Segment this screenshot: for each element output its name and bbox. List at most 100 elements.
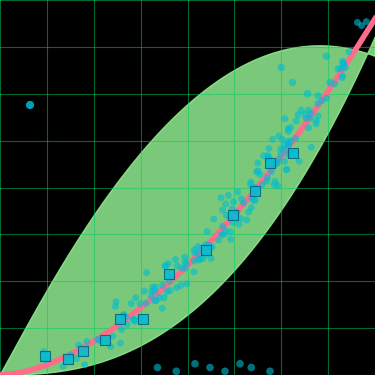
Point: [281, 147, 287, 153]
Point: [248, 205, 254, 211]
Point: [159, 305, 165, 311]
Polygon shape: [0, 38, 375, 375]
Point: [342, 64, 348, 70]
Point: [278, 64, 284, 70]
Point: [130, 316, 136, 322]
Point: [27, 102, 33, 108]
Point: [293, 118, 299, 124]
Point: [285, 126, 291, 132]
Point: [275, 183, 281, 189]
Point: [315, 100, 321, 106]
Point: [174, 285, 180, 291]
Point: [226, 214, 232, 220]
Point: [120, 312, 126, 318]
Point: [191, 269, 197, 275]
Point: [265, 156, 271, 162]
Point: [220, 207, 226, 213]
Point: [229, 206, 235, 212]
Point: [123, 314, 129, 320]
Point: [270, 136, 276, 142]
Point: [279, 136, 285, 142]
Point: [156, 294, 162, 300]
Point: [108, 344, 114, 350]
Point: [143, 300, 149, 306]
Point: [165, 261, 171, 267]
Point: [248, 179, 254, 185]
Point: [161, 295, 167, 301]
Point: [198, 245, 204, 251]
Point: [292, 149, 298, 155]
Point: [131, 317, 137, 323]
Point: [296, 158, 302, 164]
Point: [252, 184, 258, 190]
Point: [251, 197, 257, 203]
Point: [308, 144, 314, 150]
Point: [228, 236, 234, 242]
Point: [192, 250, 198, 256]
Point: [84, 339, 90, 345]
Point: [335, 66, 341, 72]
Point: [118, 327, 124, 333]
Point: [117, 316, 123, 322]
Point: [154, 364, 160, 370]
Point: [222, 368, 228, 374]
Point: [117, 340, 123, 346]
Point: [284, 166, 290, 172]
Point: [197, 256, 203, 262]
Point: [240, 200, 246, 206]
Point: [323, 53, 329, 59]
Point: [272, 161, 278, 167]
Point: [64, 356, 70, 362]
Point: [68, 352, 74, 358]
Point: [354, 20, 360, 26]
Point: [340, 60, 346, 66]
Point: [166, 278, 172, 284]
Point: [315, 113, 321, 119]
Point: [196, 257, 202, 263]
Point: [204, 229, 210, 235]
Point: [128, 300, 134, 306]
Point: [363, 19, 369, 25]
Point: [137, 301, 143, 307]
Point: [178, 282, 184, 288]
Point: [287, 149, 293, 155]
Point: [260, 182, 266, 188]
Point: [225, 192, 231, 198]
Point: [152, 288, 158, 294]
Point: [238, 196, 244, 202]
Point: [292, 135, 298, 141]
Point: [340, 73, 346, 79]
Point: [167, 288, 173, 294]
Point: [200, 255, 206, 261]
Point: [110, 333, 116, 339]
Point: [272, 178, 278, 184]
Point: [249, 195, 255, 201]
Point: [137, 315, 143, 321]
Point: [174, 263, 180, 269]
Point: [261, 153, 267, 159]
Point: [303, 116, 309, 122]
Point: [231, 199, 237, 205]
Point: [264, 178, 270, 184]
Point: [284, 167, 290, 173]
Point: [304, 91, 310, 97]
Point: [219, 231, 225, 237]
Point: [208, 255, 214, 261]
Point: [96, 338, 102, 344]
Point: [152, 298, 157, 304]
Point: [113, 299, 119, 305]
Point: [319, 98, 325, 104]
Point: [112, 303, 118, 309]
Point: [340, 58, 346, 64]
Point: [285, 138, 291, 144]
Point: [278, 151, 284, 157]
Point: [237, 361, 243, 367]
Point: [358, 22, 364, 28]
Point: [327, 80, 333, 86]
Point: [246, 209, 252, 215]
Point: [227, 229, 233, 235]
Point: [264, 175, 270, 181]
Point: [172, 256, 178, 262]
Point: [314, 118, 320, 124]
Point: [220, 223, 226, 229]
